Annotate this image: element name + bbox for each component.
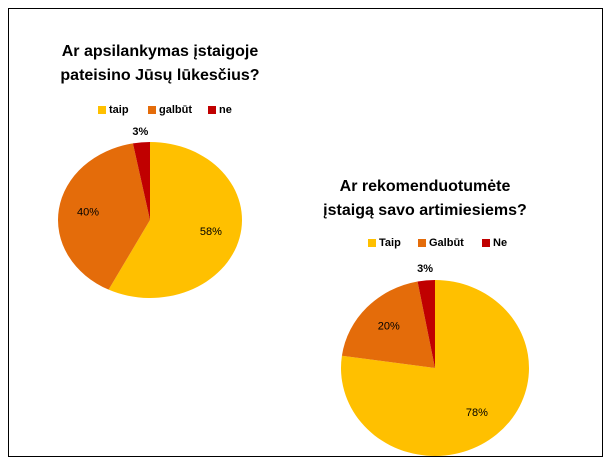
chart-title: Ar apsilankymas įstaigoje [62, 43, 259, 60]
legend-swatch [148, 106, 156, 114]
pie-slice [417, 280, 435, 368]
data-label: 78% [466, 407, 488, 419]
pie-slice [341, 281, 435, 368]
data-label: 3% [417, 263, 433, 275]
data-label: 3% [132, 126, 148, 138]
legend-label: taip [109, 104, 129, 116]
data-label: 40% [77, 207, 99, 219]
legend-swatch [98, 106, 106, 114]
chart-title: įstaigą savo artimiesiems? [323, 202, 527, 219]
legend-swatch [482, 239, 490, 247]
legend-label: galbūt [159, 104, 192, 116]
chart-title: pateisino Jūsų lūkesčius? [60, 67, 259, 84]
legend-swatch [208, 106, 216, 114]
legend-swatch [368, 239, 376, 247]
legend-swatch [418, 239, 426, 247]
data-label: 20% [378, 321, 400, 333]
legend-label: Galbūt [429, 237, 464, 249]
legend-label: Taip [379, 237, 401, 249]
chart-title: Ar rekomenduotumėte [340, 178, 511, 195]
pie-slice [132, 142, 150, 220]
data-label: 58% [200, 226, 222, 238]
legend-label: ne [219, 104, 232, 116]
pie-slice [57, 143, 150, 290]
pie-slice [108, 142, 243, 298]
legend-label: Ne [493, 237, 507, 249]
